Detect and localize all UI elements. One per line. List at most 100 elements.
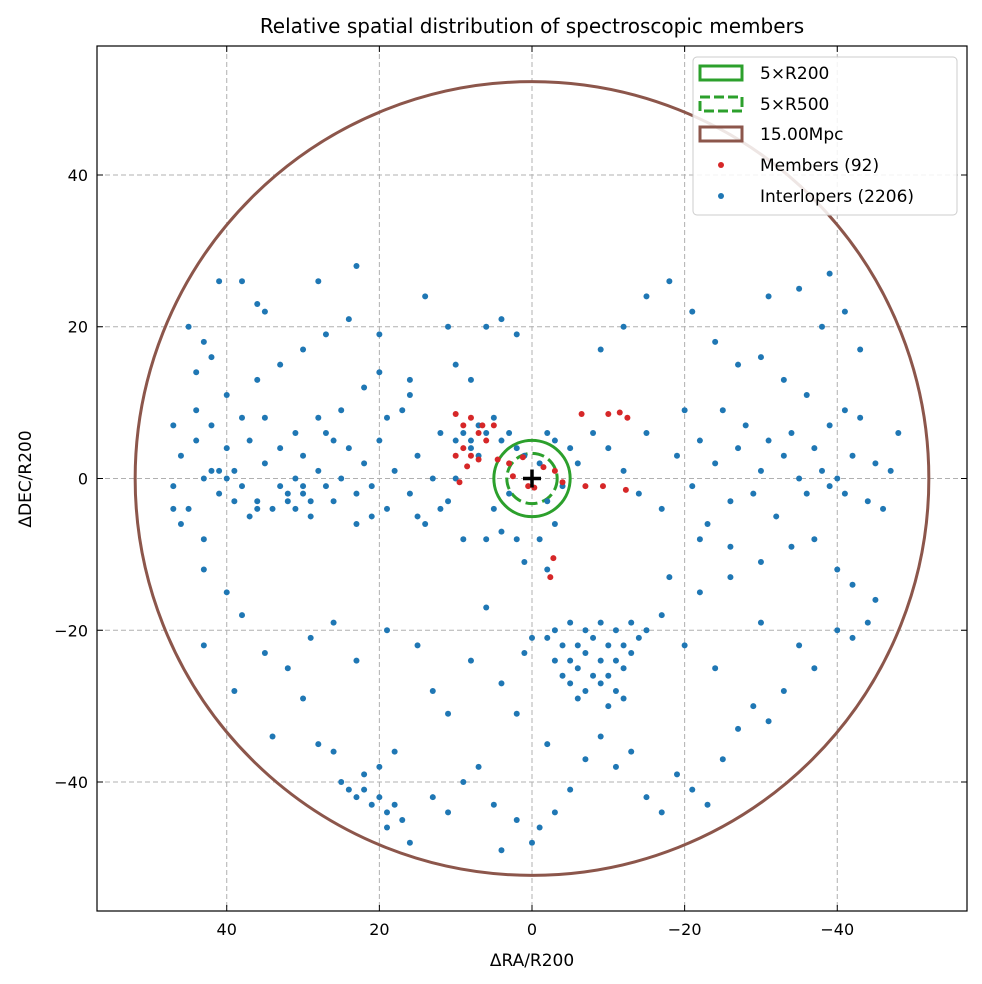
interloper-point [368, 801, 375, 808]
interloper-point [780, 687, 787, 694]
interloper-point [284, 490, 291, 497]
interloper-point [643, 627, 650, 634]
interloper-point [559, 672, 566, 679]
interloper-point [872, 460, 879, 467]
interloper-point [460, 536, 467, 543]
interloper-point [338, 475, 345, 482]
member-point [452, 452, 459, 459]
interloper-point [773, 513, 780, 520]
center-cross-icon [523, 469, 541, 488]
y-tick-label: −40 [54, 773, 88, 792]
member-point [551, 467, 558, 474]
interloper-point [719, 407, 726, 414]
interloper-point [246, 437, 253, 444]
member-point [559, 479, 566, 486]
interloper-point [521, 650, 528, 657]
interloper-point [704, 801, 711, 808]
interloper-point [864, 619, 871, 626]
interloper-point [712, 460, 719, 467]
interloper-point [643, 429, 650, 436]
interloper-point [483, 536, 490, 543]
interloper-point [620, 695, 627, 702]
interloper-point [422, 293, 429, 300]
interloper-point [674, 771, 680, 778]
interloper-point [467, 376, 474, 383]
interloper-point [353, 490, 360, 497]
interloper-point [796, 475, 803, 482]
interloper-point [498, 528, 505, 535]
legend-box [692, 56, 958, 216]
center-marker [523, 469, 541, 488]
interloper-point [735, 361, 742, 368]
interloper-point [193, 437, 200, 444]
interloper-point [376, 794, 383, 801]
interloper-point [582, 687, 589, 694]
interloper-point [727, 543, 734, 550]
interloper-point [292, 505, 299, 512]
member-point [622, 486, 629, 493]
interloper-point [200, 642, 207, 649]
interloper-point [551, 809, 558, 816]
member-point [467, 414, 474, 421]
member-point [605, 411, 612, 418]
interloper-point [300, 490, 307, 497]
interloper-point [605, 642, 612, 649]
member-point [506, 460, 513, 467]
interloper-point [231, 687, 238, 694]
interloper-point [788, 543, 795, 550]
interloper-point [597, 657, 604, 664]
interloper-point [681, 642, 688, 649]
interloper-point [208, 354, 215, 361]
interloper-point [849, 452, 856, 459]
interloper-point [544, 634, 551, 641]
x-tick-label: 40 [217, 920, 237, 939]
member-point [525, 483, 532, 490]
member-point [475, 456, 482, 463]
interloper-point [498, 437, 505, 444]
member-point [519, 454, 526, 461]
interloper-point [544, 566, 551, 573]
interloper-point [284, 665, 291, 672]
interloper-point [780, 452, 787, 459]
interloper-point [834, 475, 841, 482]
interloper-point [620, 323, 627, 330]
interloper-point [330, 619, 337, 626]
interloper-point [506, 429, 513, 436]
interloper-point [361, 460, 368, 467]
interloper-point [605, 445, 612, 452]
interloper-point [261, 650, 268, 657]
interloper-point [551, 521, 558, 528]
interloper-point [345, 445, 352, 452]
interloper-point [277, 445, 284, 452]
interloper-point [674, 452, 680, 459]
interloper-point [590, 634, 597, 641]
interloper-point [322, 331, 329, 338]
interloper-point [254, 498, 261, 505]
interloper-point [689, 786, 696, 793]
legend-swatch [698, 125, 744, 143]
interloper-point [811, 665, 818, 672]
interloper-point [338, 779, 345, 786]
interloper-point [384, 824, 390, 831]
interloper-point [300, 483, 307, 490]
interloper-point [544, 498, 551, 505]
interloper-point [384, 414, 390, 421]
interloper-point [254, 300, 261, 307]
interloper-point [841, 407, 848, 414]
interloper-point [483, 323, 490, 330]
interloper-point [696, 589, 703, 596]
interloper-point [696, 437, 703, 444]
interloper-point [498, 680, 505, 687]
interloper-point [658, 809, 665, 816]
interloper-point [223, 589, 230, 596]
interloper-point [391, 801, 398, 808]
interloper-point [582, 627, 589, 634]
interloper-point [445, 809, 452, 816]
interloper-point [467, 657, 474, 664]
interloper-point [567, 657, 574, 664]
interloper-point [376, 763, 383, 770]
interloper-point [757, 467, 764, 474]
interloper-point [513, 331, 520, 338]
interloper-point [239, 612, 245, 619]
interloper-point [315, 414, 322, 421]
